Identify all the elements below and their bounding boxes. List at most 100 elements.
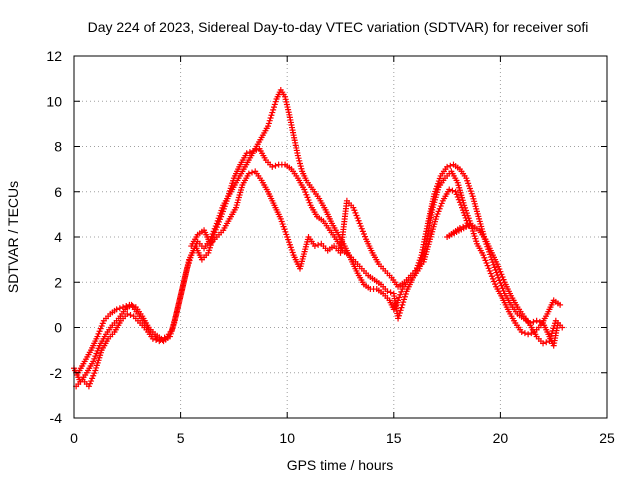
data-point xyxy=(170,321,177,328)
x-tick-label: 0 xyxy=(70,430,78,446)
y-tick-label: 8 xyxy=(54,139,62,155)
data-point xyxy=(397,291,404,298)
data-point xyxy=(453,191,460,198)
data-point xyxy=(492,281,499,288)
x-axis-label: GPS time / hours xyxy=(287,457,394,473)
data-point xyxy=(153,336,160,343)
data-point xyxy=(243,150,250,157)
data-point xyxy=(384,288,391,295)
data-point xyxy=(96,328,103,335)
data-point xyxy=(358,225,365,232)
data-point xyxy=(116,305,123,312)
data-point xyxy=(91,355,98,362)
y-tick-label: 6 xyxy=(54,184,62,200)
data-point xyxy=(86,380,93,387)
data-point xyxy=(387,289,394,296)
data-point xyxy=(158,335,165,342)
data-point xyxy=(395,315,402,322)
data-point xyxy=(483,260,490,267)
data-point xyxy=(525,331,532,338)
data-point xyxy=(486,267,493,274)
data-point xyxy=(302,189,309,196)
data-point xyxy=(94,347,101,354)
data-point xyxy=(296,157,303,164)
data-point xyxy=(246,149,253,156)
data-point xyxy=(266,117,273,124)
data-point xyxy=(149,335,156,342)
data-point xyxy=(497,268,504,275)
data-point xyxy=(481,254,488,261)
series-track-b xyxy=(73,145,564,390)
data-point xyxy=(89,375,96,382)
data-point xyxy=(360,230,367,237)
data-point xyxy=(356,220,363,227)
y-tick-label: -2 xyxy=(50,365,63,381)
data-point xyxy=(437,203,444,210)
data-point xyxy=(499,273,506,280)
data-point xyxy=(491,278,498,285)
data-point xyxy=(487,270,494,277)
data-point xyxy=(172,313,179,320)
data-point xyxy=(303,191,310,198)
data-point xyxy=(269,109,276,116)
y-tick-label: 12 xyxy=(46,48,62,64)
data-point xyxy=(402,291,409,298)
x-tick-label: 20 xyxy=(493,430,509,446)
data-point xyxy=(395,297,402,304)
data-point xyxy=(90,372,97,379)
data-point xyxy=(401,293,408,300)
data-point xyxy=(215,218,222,225)
y-axis-label: SDTVAR / TECUs xyxy=(5,181,21,293)
data-point xyxy=(496,266,503,273)
data-point xyxy=(400,299,407,306)
data-point xyxy=(355,217,362,224)
data-point xyxy=(171,318,178,325)
data-point xyxy=(298,165,305,172)
data-point xyxy=(456,224,463,231)
data-point xyxy=(211,229,218,236)
data-point xyxy=(433,213,440,220)
data-point xyxy=(95,330,102,337)
data-point xyxy=(97,325,104,332)
data-point xyxy=(530,318,537,325)
data-series xyxy=(71,86,566,390)
data-point xyxy=(460,223,467,230)
data-point xyxy=(454,194,461,201)
data-point xyxy=(164,333,171,340)
data-point xyxy=(92,353,99,360)
data-point xyxy=(214,221,221,228)
data-point xyxy=(444,163,451,170)
data-point xyxy=(267,114,274,121)
data-point xyxy=(272,98,279,105)
data-point xyxy=(518,329,525,336)
data-point xyxy=(489,275,496,282)
data-point xyxy=(351,207,358,214)
data-point xyxy=(129,303,136,310)
data-point xyxy=(297,163,304,170)
data-point xyxy=(500,276,507,283)
data-point xyxy=(311,243,318,250)
data-point xyxy=(401,296,408,303)
data-point xyxy=(456,199,463,206)
data-point xyxy=(120,304,127,311)
data-point xyxy=(457,201,464,208)
data-point xyxy=(294,152,301,159)
data-point xyxy=(90,358,97,365)
data-point xyxy=(528,330,535,337)
data-point xyxy=(521,330,528,337)
data-point xyxy=(269,163,276,170)
data-point xyxy=(296,160,303,167)
data-point xyxy=(306,199,313,206)
data-point xyxy=(270,104,277,111)
data-point xyxy=(253,146,260,153)
data-point xyxy=(359,228,366,235)
data-point xyxy=(268,112,275,119)
data-point xyxy=(398,288,405,295)
data-point xyxy=(396,310,403,317)
series-track-a xyxy=(71,86,561,385)
data-point xyxy=(212,226,219,233)
data-point xyxy=(124,310,131,317)
series-track-c xyxy=(75,168,566,376)
data-point xyxy=(357,223,364,230)
data-point xyxy=(557,301,564,308)
